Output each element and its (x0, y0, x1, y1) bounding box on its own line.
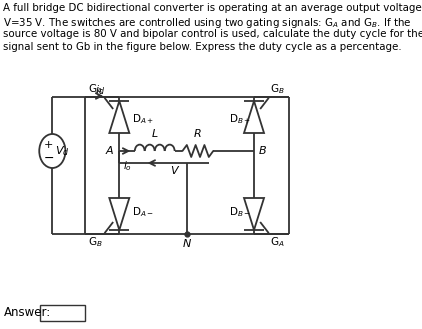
Text: +: + (44, 140, 53, 150)
Text: $i_d$: $i_d$ (95, 83, 106, 97)
Text: D$_{A-}$: D$_{A-}$ (132, 205, 154, 219)
Text: D$_{B+}$: D$_{B+}$ (229, 112, 251, 126)
Text: Answer:: Answer: (4, 307, 51, 319)
Text: −: − (43, 151, 54, 164)
Text: B: B (259, 146, 266, 156)
Text: G$_A$: G$_A$ (271, 235, 285, 249)
Text: R: R (194, 129, 202, 139)
Text: G$_A$: G$_A$ (88, 82, 103, 96)
Text: G$_B$: G$_B$ (88, 235, 103, 249)
Text: V=35 V. The switches are controlled using two gating signals: G$_A$ and G$_B$. I: V=35 V. The switches are controlled usin… (3, 16, 411, 30)
Text: $i_o$: $i_o$ (123, 159, 132, 173)
Text: $V_d$: $V_d$ (55, 144, 70, 158)
Text: A: A (106, 146, 113, 156)
Text: source voltage is 80 V and bipolar control is used, calculate the duty cycle for: source voltage is 80 V and bipolar contr… (3, 29, 422, 39)
Text: D$_{B-}$: D$_{B-}$ (229, 205, 251, 219)
Text: N: N (182, 239, 191, 249)
Text: L: L (151, 129, 158, 139)
Text: G$_B$: G$_B$ (271, 82, 285, 96)
Text: signal sent to Gb in the figure below. Express the duty cycle as a percentage.: signal sent to Gb in the figure below. E… (3, 42, 402, 52)
Text: D$_{A+}$: D$_{A+}$ (132, 112, 154, 126)
Text: V: V (170, 166, 178, 176)
Text: A full bridge DC bidirectional converter is operating at an average output volta: A full bridge DC bidirectional converter… (3, 3, 422, 13)
FancyBboxPatch shape (40, 305, 85, 321)
